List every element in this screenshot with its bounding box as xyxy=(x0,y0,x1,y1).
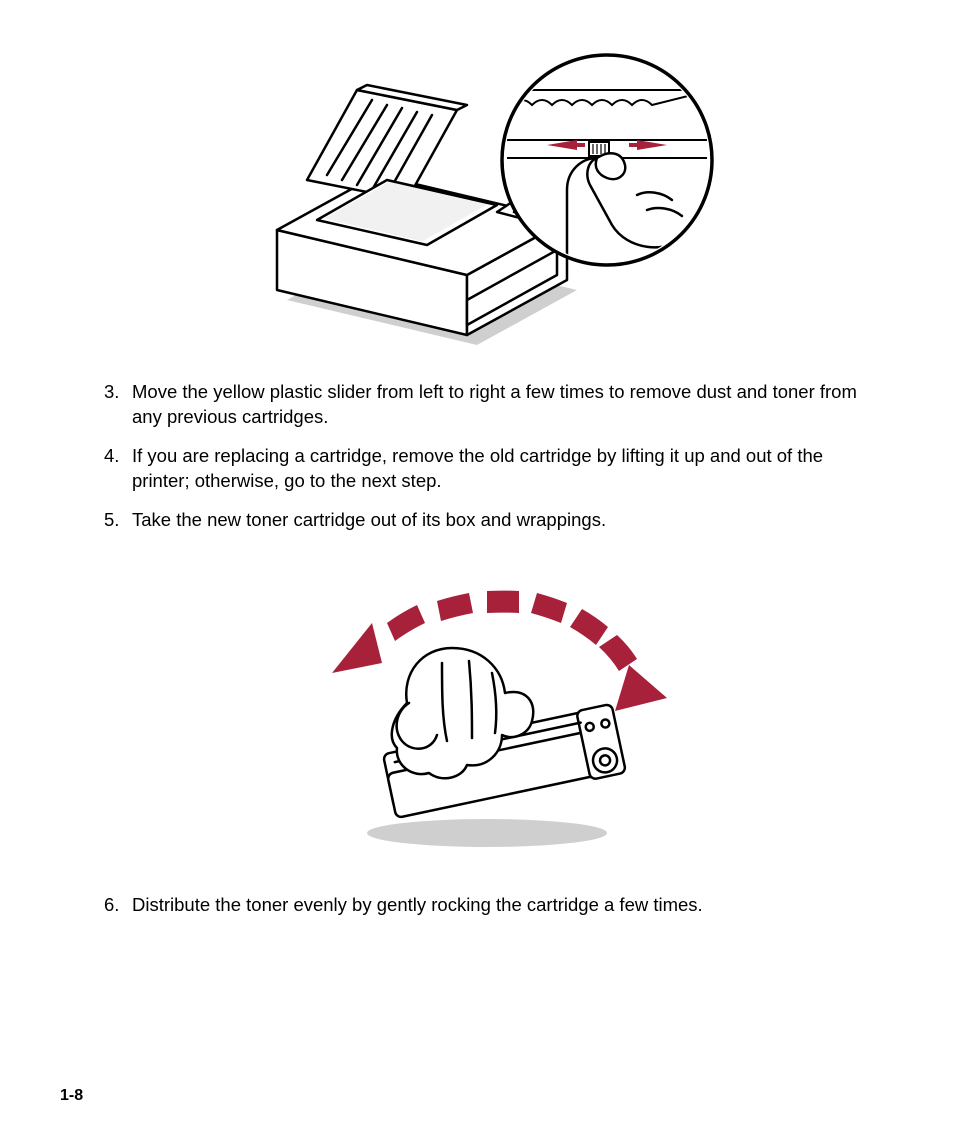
step-3: 3. Move the yellow plastic slider from l… xyxy=(110,380,874,430)
figure-rock-cartridge xyxy=(80,553,874,863)
step-text: Take the new toner cartridge out of its … xyxy=(132,509,606,530)
instruction-list-b: 6. Distribute the toner evenly by gently… xyxy=(80,893,874,918)
step-number: 4. xyxy=(104,444,119,469)
step-number: 3. xyxy=(104,380,119,405)
step-number: 6. xyxy=(104,893,119,918)
step-6: 6. Distribute the toner evenly by gently… xyxy=(110,893,874,918)
instruction-list-a: 3. Move the yellow plastic slider from l… xyxy=(80,380,874,533)
page-number: 1-8 xyxy=(60,1087,83,1105)
manual-page: 3. Move the yellow plastic slider from l… xyxy=(0,0,954,1145)
step-text: If you are replacing a cartridge, remove… xyxy=(132,445,823,491)
step-text: Distribute the toner evenly by gently ro… xyxy=(132,894,703,915)
step-4: 4. If you are replacing a cartridge, rem… xyxy=(110,444,874,494)
step-number: 5. xyxy=(104,508,119,533)
rock-cartridge-illustration xyxy=(237,553,717,863)
step-text: Move the yellow plastic slider from left… xyxy=(132,381,857,427)
printer-slider-illustration xyxy=(217,50,737,350)
figure-printer-slider xyxy=(80,50,874,350)
step-5: 5. Take the new toner cartridge out of i… xyxy=(110,508,874,533)
